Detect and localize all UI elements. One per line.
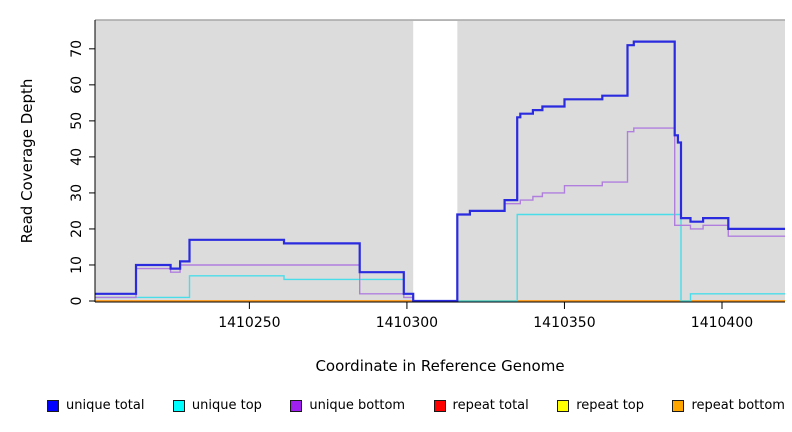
y-tick-label: 30 [69, 184, 85, 202]
y-tick-label: 60 [69, 76, 85, 94]
x-tick-label: 1410250 [218, 315, 280, 331]
legend-swatch [47, 399, 59, 412]
y-tick-label: 20 [69, 220, 85, 238]
x-tick-label: 1410300 [376, 315, 438, 331]
legend-swatch [557, 399, 570, 412]
y-tick-label: 50 [69, 112, 85, 130]
x-tick-label: 1410400 [691, 315, 753, 331]
y-axis-title: Read Coverage Depth [18, 78, 36, 244]
y-tick-label: 70 [69, 40, 85, 58]
x-axis-title: Coordinate in Reference Genome [315, 357, 565, 375]
legend-label: repeat total [452, 398, 529, 413]
legend-item-repeat-top: repeat top [557, 398, 644, 413]
legend-item-repeat-bottom: repeat bottom [672, 398, 785, 413]
legend-swatch [672, 399, 685, 412]
legend-swatch [290, 399, 303, 412]
legend-swatch [172, 399, 185, 412]
legend-label: repeat bottom [691, 398, 785, 413]
legend: unique total unique top unique bottom repea… [47, 398, 785, 413]
y-tick-label: 10 [69, 256, 85, 274]
legend-label: unique top [191, 398, 262, 413]
series-line-unique-total [95, 40, 785, 303]
legend-swatch [433, 399, 446, 412]
legend-label: unique bottom [309, 398, 406, 413]
legend-item-unique-total: unique total [47, 398, 144, 413]
legend-item-unique-top: unique top [172, 398, 262, 413]
legend-label: unique total [66, 398, 145, 413]
legend-item-unique-bottom: unique bottom [290, 398, 405, 413]
series-line-unique-bottom [95, 127, 785, 302]
coverage-chart: 1410250 1410300 1410350 1410400 0 10 20 30 40 50 6… [69, 19, 785, 331]
legend-label: repeat top [576, 398, 644, 413]
x-tick-label: 1410350 [533, 315, 595, 331]
gap-band [413, 21, 458, 302]
legend-item-repeat-total: repeat total [433, 398, 529, 413]
y-tick-label: 40 [69, 148, 85, 166]
y-tick-label: 0 [69, 297, 85, 306]
